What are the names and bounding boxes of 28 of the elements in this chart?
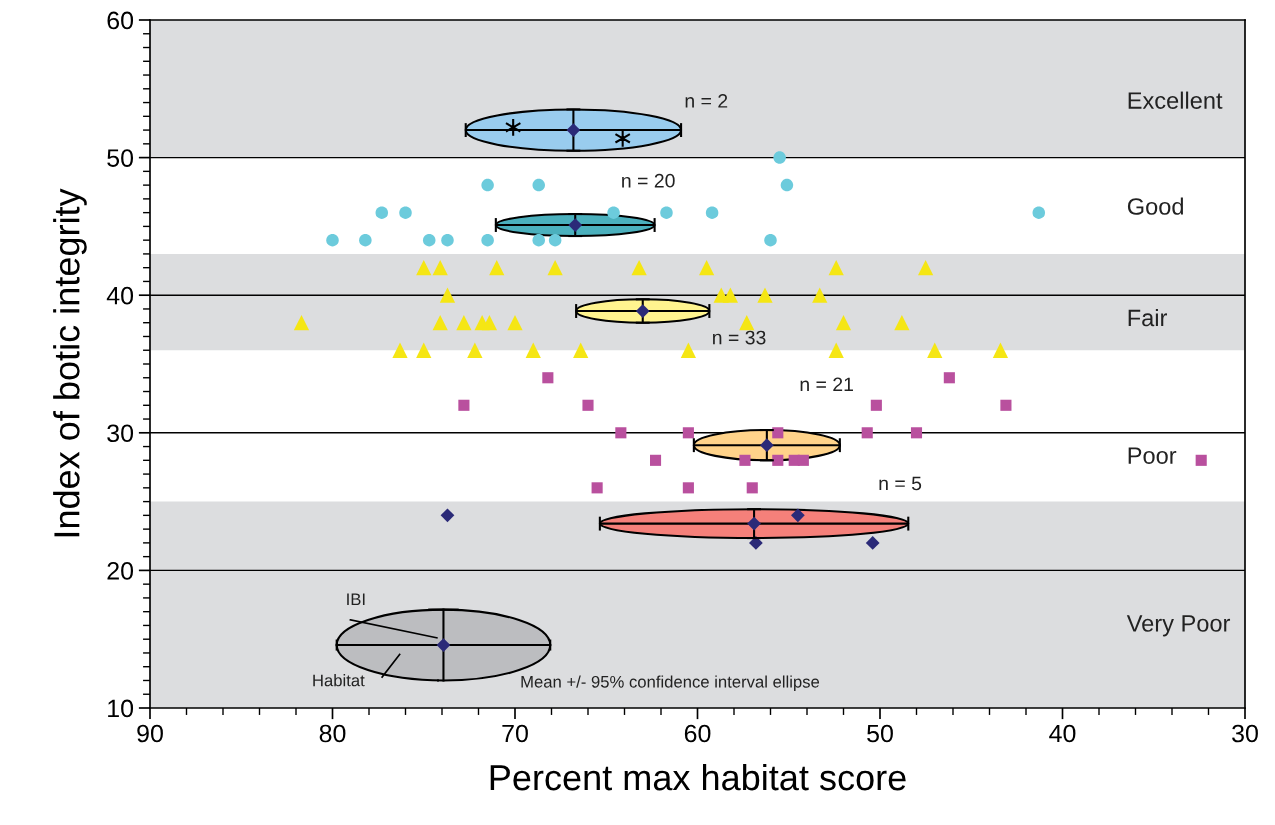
annotation: n = 5 [879, 476, 922, 491]
x-axis-title: Percent max habitat score [490, 763, 906, 791]
x-tick-label: 70 [502, 724, 528, 743]
x-tick-label: 50 [867, 724, 893, 743]
y-axis-title: Index of botic integrity [53, 188, 87, 537]
y-tick-label: 20 [107, 562, 134, 580]
annotation: Poor [1128, 447, 1177, 464]
y-tick-label: 30 [107, 424, 134, 443]
annotation: n = 2 [685, 94, 728, 108]
annotation: IBI [347, 593, 365, 605]
y-tick-label: 60 [107, 11, 134, 30]
annotation: n = 21 [800, 377, 853, 392]
annotation: Habitat [313, 674, 365, 687]
y-tick-label: 50 [107, 149, 134, 167]
x-tick-label: 80 [319, 724, 346, 743]
annotation: n = 20 [622, 173, 675, 188]
x-tick-label: 60 [684, 724, 711, 743]
x-tick-label: 30 [1232, 724, 1258, 743]
annotation: Good [1127, 197, 1183, 215]
annotation: Very Poor [1126, 615, 1231, 637]
annotation: Fair [1128, 308, 1168, 327]
x-tick-label: 40 [1049, 724, 1076, 743]
annotation: Mean +/- 95% confidence interval ellipse [521, 675, 820, 691]
y-tick-label: 40 [106, 286, 134, 305]
annotation: Excellent [1128, 91, 1223, 109]
annotation: n = 33 [713, 330, 766, 345]
x-tick-label: 90 [137, 724, 163, 743]
y-tick-label: 10 [108, 699, 134, 718]
